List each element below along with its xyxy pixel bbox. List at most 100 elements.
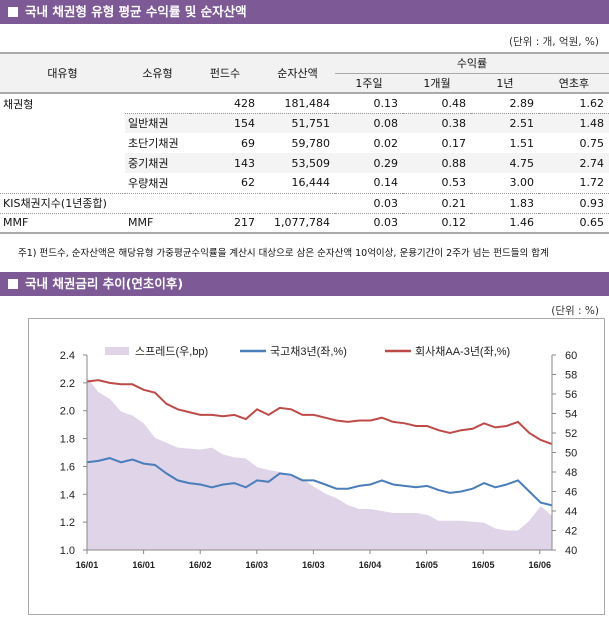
table-row: 중기채권 143 53,509 0.29 0.88 4.75 2.74 (0, 153, 609, 173)
cell-w1: 0.29 (335, 153, 403, 173)
x-tick-label: 16/01 (132, 560, 155, 570)
header-minor: 소유형 (125, 53, 190, 93)
cell-y1: 2.89 (509, 96, 534, 110)
left-tick-label: 1.6 (60, 461, 75, 473)
series-line-1 (86, 457, 553, 507)
cell-minor: 중기채권 (125, 153, 190, 173)
cell-funds (190, 192, 260, 213)
header-funds: 펀드수 (190, 53, 260, 93)
cell-funds: 428 (234, 96, 255, 110)
right-tick-label: 46 (565, 487, 577, 499)
x-tick-label: 16/04 (359, 560, 382, 570)
cell-w1: 0.03 (335, 212, 403, 233)
series-line-2 (86, 379, 553, 446)
cell-funds: 154 (190, 112, 260, 133)
cell-w1: 0.14 (373, 176, 398, 190)
cell-y1: 1.46 (470, 212, 539, 233)
right-tick-label: 54 (565, 409, 577, 421)
cell-ytd: 0.75 (579, 136, 605, 150)
cell-major: KIS채권지수(1년종합) (0, 192, 125, 213)
cell-ytd: 1.62 (579, 96, 605, 110)
cell-minor: 우량채권 (128, 176, 169, 190)
cell-funds: 217 (190, 212, 260, 233)
cell-ytd: 1.72 (579, 176, 605, 190)
legend-label: 회사채AA-3년(좌,%) (415, 345, 510, 358)
x-tick-label: 16/03 (302, 560, 325, 570)
legend-label: 스프레드(우,bp) (135, 345, 208, 358)
cell-y1: 4.75 (470, 153, 539, 173)
cell-ytd: 0.93 (538, 192, 609, 213)
left-tick-label: 2.2 (60, 378, 75, 390)
cell-minor: 초단기채권 (128, 137, 179, 150)
cell-ytd: 0.65 (538, 212, 609, 233)
cell-w1: 0.03 (335, 192, 403, 213)
header-assets: 순자산액 (260, 53, 335, 93)
cell-major: 채권형 (3, 97, 34, 111)
cell-minor (125, 192, 190, 213)
cell-assets: 1,077,784 (260, 212, 335, 233)
cell-w1: 0.13 (373, 96, 398, 110)
cell-w1: 0.02 (373, 136, 398, 150)
legend-swatch-spread (105, 347, 129, 355)
cell-m1: 0.53 (441, 176, 466, 190)
section-title-bar: 국내 채권형 유형 평균 수익률 및 순자산액 (0, 0, 609, 24)
cell-m1: 0.48 (441, 96, 466, 110)
legend-label: 국고채3년(좌,%) (270, 345, 347, 358)
chart-frame (28, 318, 605, 615)
header-1y: 1년 (470, 73, 539, 93)
cell-y1: 3.00 (509, 176, 534, 190)
cell-funds: 62 (241, 176, 255, 190)
right-tick-label: 48 (565, 467, 577, 479)
cell-funds: 69 (241, 136, 255, 150)
header-ytd: 연초후 (538, 73, 609, 93)
unit-label: (단위 : 개, 억원, %) (508, 36, 599, 48)
cell-assets: 16,444 (291, 176, 331, 190)
cell-y1: 1.83 (470, 192, 539, 213)
cell-m1: 0.12 (402, 212, 471, 233)
spread-area (87, 377, 552, 550)
right-tick-label: 56 (565, 389, 577, 401)
x-tick-label: 16/05 (415, 560, 438, 570)
cell-assets: 51,751 (260, 112, 335, 133)
table-row: KIS채권지수(1년종합) 0.03 0.21 1.83 0.93 (0, 192, 609, 213)
section-title: 국내 채권형 유형 평균 수익률 및 순자산액 (25, 4, 247, 19)
left-tick-label: 2.0 (60, 406, 75, 418)
x-tick-label: 16/02 (189, 560, 212, 570)
header-returns: 수익률 (335, 53, 609, 74)
cell-y1: 1.51 (509, 136, 534, 150)
table-row: 일반채권 154 51,751 0.08 0.38 2.51 1.48 (0, 112, 609, 133)
left-tick-label: 1.4 (60, 489, 75, 501)
cell-funds: 143 (190, 153, 260, 173)
table-row: 초단기채권 69 59,780 0.02 0.17 1.51 0.75 (0, 133, 609, 153)
x-tick-label: 16/03 (246, 560, 269, 570)
cell-minor: MMF (125, 212, 190, 233)
header-1m: 1개월 (402, 73, 471, 93)
left-tick-label: 1.8 (60, 434, 75, 446)
cell-m1: 0.38 (402, 112, 471, 133)
square-icon (8, 7, 18, 17)
left-tick-label: 1.2 (60, 517, 75, 529)
table-note: 주1) 펀드수, 순자산액은 해당유형 가중평균수익률을 계산시 대상으로 삼은… (18, 248, 549, 259)
unit-label-2: (단위 : %) (551, 305, 599, 317)
right-tick-label: 58 (565, 370, 577, 382)
table-row: MMF MMF 217 1,077,784 0.03 0.12 1.46 0.65 (0, 212, 609, 233)
x-tick-label: 16/06 (529, 560, 552, 570)
cell-m1: 0.88 (402, 153, 471, 173)
x-tick-label: 16/01 (76, 560, 99, 570)
cell-assets: 53,509 (260, 153, 335, 173)
cell-ytd: 2.74 (538, 153, 609, 173)
cell-major: MMF (0, 212, 125, 233)
cell-m1: 0.17 (441, 136, 466, 150)
cell-ytd: 1.48 (538, 112, 609, 133)
right-tick-label: 40 (565, 545, 577, 557)
cell-assets: 59,780 (291, 136, 331, 150)
square-icon (8, 279, 18, 289)
cell-m1: 0.21 (402, 192, 471, 213)
section-title-2: 국내 채권금리 추이(연초이후) (25, 276, 184, 291)
section-title-bar-2: 국내 채권금리 추이(연초이후) (0, 272, 609, 296)
cell-w1: 0.08 (335, 112, 403, 133)
right-tick-label: 50 (565, 448, 577, 460)
table-row: 우량채권 62 16,444 0.14 0.53 3.00 1.72 (0, 173, 609, 193)
table-row: 채권형 428 181,484 0.13 0.48 2.89 1.62 (0, 93, 609, 113)
